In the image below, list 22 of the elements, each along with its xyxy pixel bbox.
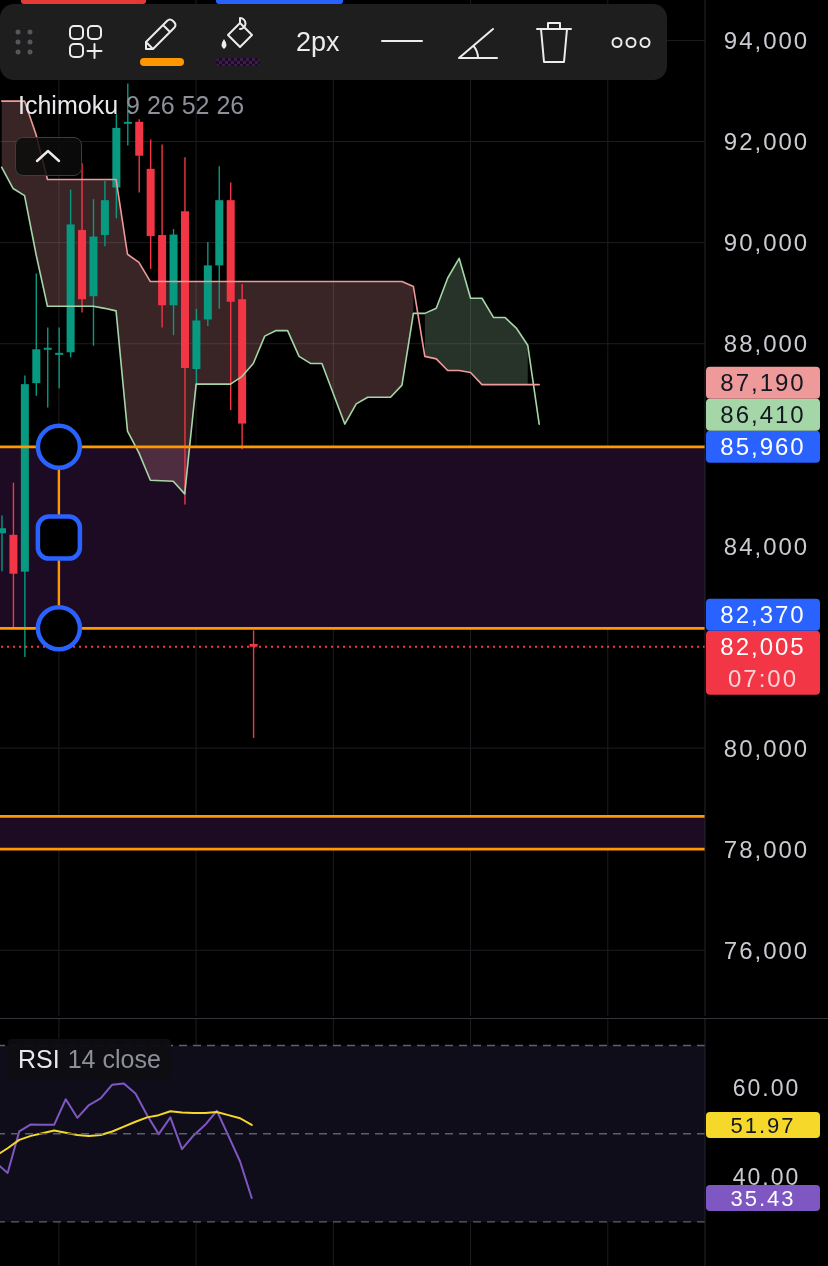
text: 14 close bbox=[67, 1045, 161, 1073]
ref-line-label: 85,960 bbox=[720, 433, 806, 461]
y-tick-label: 76,000 bbox=[723, 936, 810, 964]
y-tick-label: 90,000 bbox=[723, 229, 810, 257]
tools-panel: 2px bbox=[0, 4, 667, 80]
text: 51.97 bbox=[730, 1112, 796, 1138]
y-tick-label: 92,000 bbox=[723, 128, 810, 156]
text: 86,410 bbox=[720, 401, 806, 429]
candlestick bbox=[55, 326, 64, 389]
candlestick bbox=[43, 326, 52, 409]
y-tick-label: 78,000 bbox=[723, 835, 810, 863]
ref-line-label: 82,370 bbox=[720, 601, 806, 629]
annotation: 2px bbox=[296, 26, 340, 58]
y-tick-label: 84,000 bbox=[723, 532, 810, 560]
ref-line-label: 82,005 07:00 bbox=[720, 633, 806, 693]
text: RSI bbox=[18, 1045, 60, 1073]
y-tick-label: 60.00 bbox=[732, 1075, 801, 1102]
y-tick-label: 88,000 bbox=[723, 330, 810, 358]
y-tick-label: 94,000 bbox=[723, 27, 810, 55]
line-series bbox=[0, 166, 540, 495]
y-tick-label: 80,000 bbox=[723, 734, 810, 762]
text: 87,190 bbox=[720, 369, 806, 397]
